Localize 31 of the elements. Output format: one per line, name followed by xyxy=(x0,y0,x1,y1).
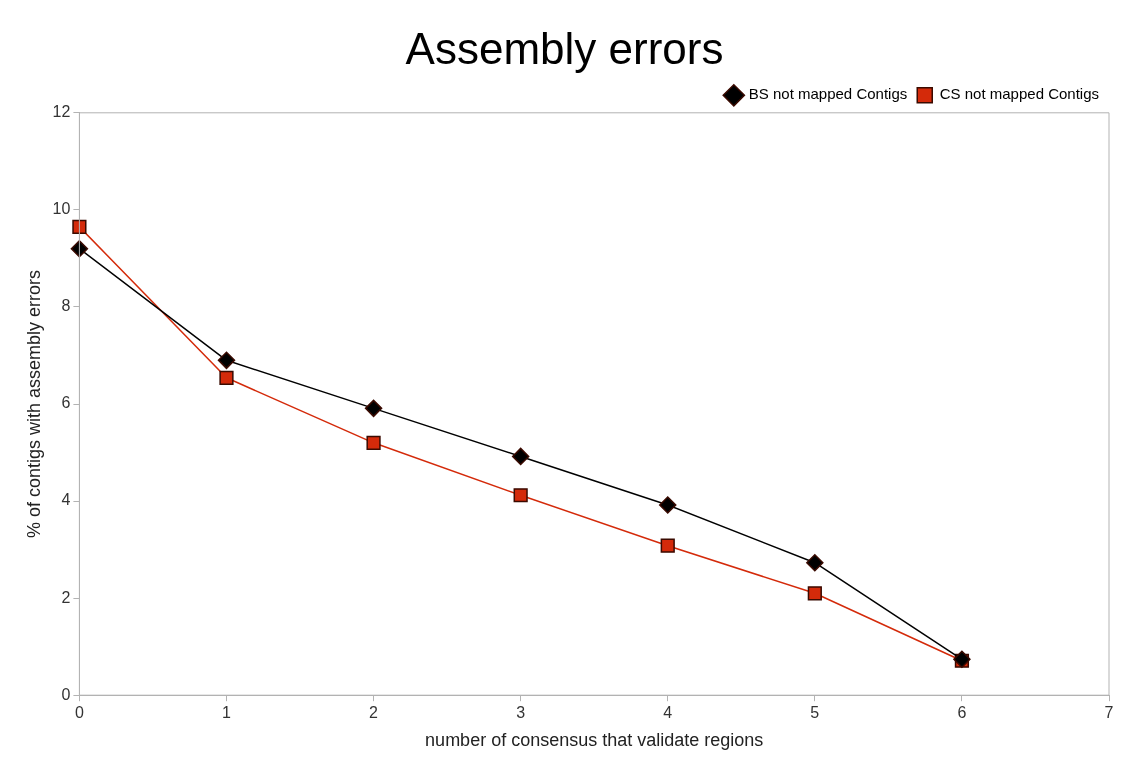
point xyxy=(366,435,381,450)
point xyxy=(219,370,234,385)
y-tick-label: 6 xyxy=(61,394,71,412)
point xyxy=(217,351,236,370)
x-tick-label: 6 xyxy=(957,704,967,722)
x-axis-title: number of consensus that validate regions xyxy=(425,730,764,751)
y-tick-label: 10 xyxy=(52,200,71,218)
x-tick-label: 0 xyxy=(74,704,84,722)
x-tick-label: 5 xyxy=(810,704,820,722)
y-tick-label: 8 xyxy=(61,297,71,315)
y-tick-label: 4 xyxy=(61,491,71,509)
y-tick-label: 2 xyxy=(61,588,71,606)
x-tick-label: 3 xyxy=(516,704,526,722)
y-tick-label: 0 xyxy=(61,685,71,703)
y-tick-label: 12 xyxy=(52,103,71,121)
point xyxy=(807,586,822,601)
x-tick-label: 7 xyxy=(1104,704,1114,722)
y-axis-title: % of contigs with assembly errors xyxy=(23,269,44,539)
point xyxy=(72,219,87,234)
point xyxy=(658,496,677,514)
point xyxy=(513,488,528,503)
x-tick-label: 1 xyxy=(222,704,232,722)
point xyxy=(364,399,383,418)
x-tick-label: 4 xyxy=(663,704,673,722)
chart-title: Assembly errors xyxy=(405,23,724,73)
legend-label: BS not mapped Contigs xyxy=(748,85,908,103)
point xyxy=(511,447,530,466)
x-tick-label: 2 xyxy=(369,704,379,722)
legend-label: CS not mapped Contigs xyxy=(939,85,1100,103)
point xyxy=(806,553,824,572)
point xyxy=(660,538,675,553)
